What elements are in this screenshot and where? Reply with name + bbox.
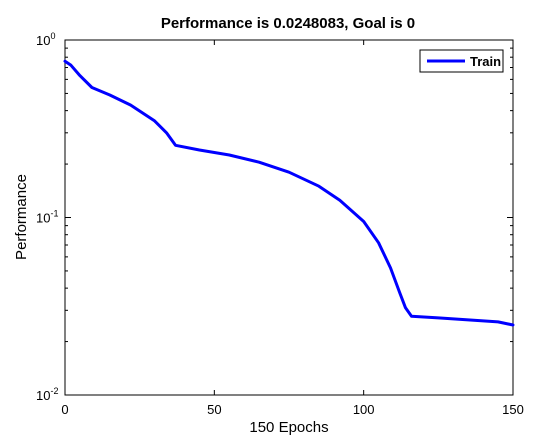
legend: Train xyxy=(419,49,504,73)
y-tick-label: 100 xyxy=(36,31,55,48)
plot-area: 0 50 100 150 100 10-1 10-2 xyxy=(36,31,524,417)
x-tick-label: 0 xyxy=(61,402,68,417)
x-tick-label: 150 xyxy=(502,402,524,417)
x-tick-label: 100 xyxy=(353,402,375,417)
legend-label-train: Train xyxy=(470,54,501,69)
x-axis: 0 50 100 150 xyxy=(61,40,524,417)
y-tick-label: 10-1 xyxy=(36,209,58,226)
x-tick-label: 50 xyxy=(207,402,221,417)
chart-title: Performance is 0.0248083, Goal is 0 xyxy=(161,15,415,32)
y-tick-label: 10-2 xyxy=(36,386,58,403)
series-layer xyxy=(63,59,515,327)
plot-frame xyxy=(64,39,514,396)
x-axis-label: 150 Epochs xyxy=(249,419,328,436)
series-line-train xyxy=(63,59,515,327)
y-axis-label: Performance xyxy=(13,174,30,260)
y-axis: 100 10-1 10-2 xyxy=(36,31,513,403)
